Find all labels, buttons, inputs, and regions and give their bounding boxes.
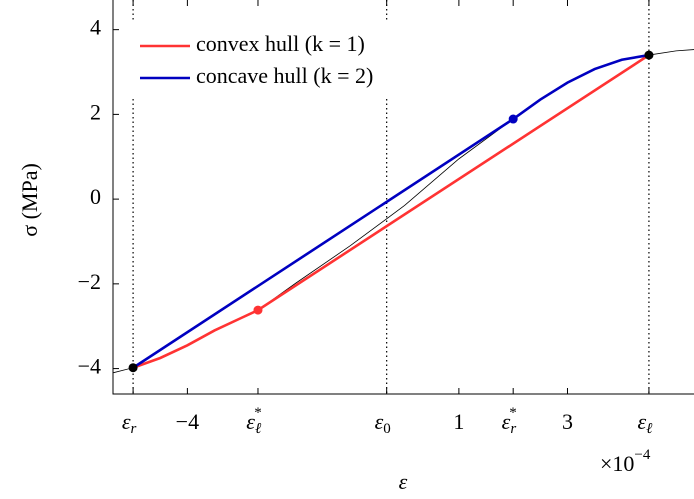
symbol: ε <box>122 409 131 434</box>
y-tick-label: −4 <box>78 354 101 379</box>
scale-base: ×10 <box>600 451 634 476</box>
legend-label: concave hull (k = 2) <box>196 63 373 88</box>
superscript: * <box>254 405 262 421</box>
x-tick-label: −4 <box>176 409 199 434</box>
hull-line <box>132 53 650 369</box>
hull-line <box>132 53 650 369</box>
symbol: ε <box>375 409 384 434</box>
scale-exp: −4 <box>634 447 650 463</box>
y-axis-label: σ (MPa) <box>17 163 42 237</box>
point <box>508 114 518 124</box>
y-tick-label: 2 <box>90 99 101 124</box>
superscript: * <box>509 405 516 421</box>
subscript: r <box>131 421 137 437</box>
x-tick-label: εr <box>122 409 137 437</box>
plot-frame <box>112 0 694 395</box>
subscript: 0 <box>383 421 391 437</box>
x-tick-label: 3 <box>562 409 573 434</box>
x-tick-label: εℓ <box>637 409 652 437</box>
legend-box <box>127 20 439 96</box>
point <box>644 50 654 60</box>
x-tick-label: εr* <box>502 405 517 437</box>
y-tick-label: 0 <box>90 184 101 209</box>
symbol: ε <box>502 409 511 434</box>
point <box>253 305 263 315</box>
x-tick-label: 1 <box>453 409 464 434</box>
legend-label: convex hull (k = 1) <box>196 31 365 56</box>
axis-scale: ×10−4 <box>600 447 651 476</box>
x-tick-label: εℓ* <box>246 405 261 437</box>
symbol: ε <box>246 409 255 434</box>
y-tick-label: −2 <box>78 269 101 294</box>
x-tick-label: ε0 <box>375 409 391 437</box>
x-axis-label: ε <box>399 469 408 494</box>
subscript: ℓ <box>646 421 652 437</box>
y-tick-label: 4 <box>90 15 101 40</box>
point <box>128 363 138 373</box>
subscript: r <box>510 421 516 437</box>
symbol: ε <box>637 409 646 434</box>
subscript: ℓ <box>255 421 261 437</box>
